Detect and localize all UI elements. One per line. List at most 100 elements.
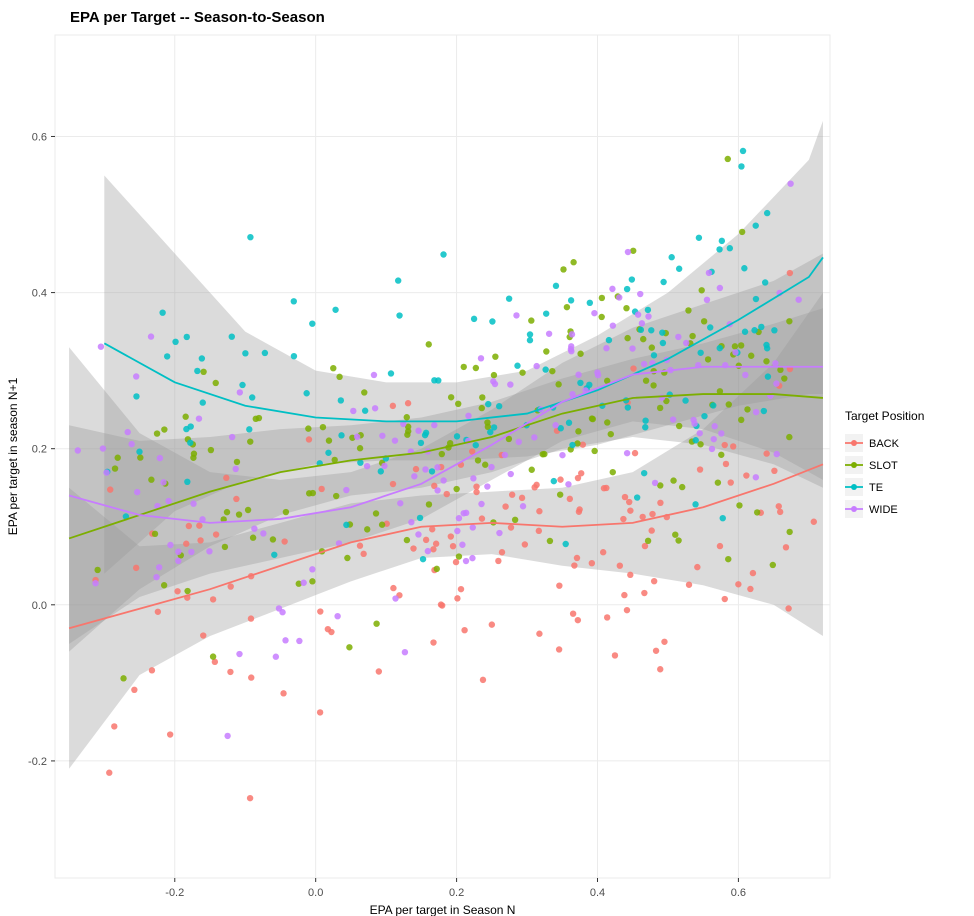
point-te	[606, 337, 612, 343]
point-slot	[670, 477, 676, 483]
xtick-label: 0.0	[308, 887, 323, 899]
point-te	[242, 350, 248, 356]
point-back	[519, 495, 525, 501]
point-te	[194, 368, 200, 374]
point-back	[653, 648, 659, 654]
xtick-label: 0.4	[590, 887, 605, 899]
point-slot	[247, 438, 253, 444]
point-wide	[196, 415, 202, 421]
point-back	[433, 541, 439, 547]
legend-point-back	[851, 440, 857, 446]
point-back	[622, 494, 628, 500]
point-te	[527, 337, 533, 343]
point-te	[309, 320, 315, 326]
point-slot	[739, 229, 745, 235]
point-te	[642, 417, 648, 423]
point-slot	[326, 437, 332, 443]
point-wide	[520, 503, 526, 509]
point-slot	[645, 538, 651, 544]
point-slot	[161, 582, 167, 588]
point-back	[107, 486, 113, 492]
point-wide	[165, 498, 171, 504]
point-back	[227, 669, 233, 675]
point-slot	[650, 382, 656, 388]
legend-label-slot: SLOT	[869, 460, 898, 472]
point-te	[291, 353, 297, 359]
point-slot	[555, 381, 561, 387]
legend-label-back: BACK	[869, 438, 900, 450]
point-slot	[732, 343, 738, 349]
point-wide	[434, 487, 440, 493]
point-back	[228, 583, 234, 589]
point-wide	[260, 530, 266, 536]
point-slot	[190, 455, 196, 461]
point-back	[575, 475, 581, 481]
point-slot	[473, 365, 479, 371]
point-wide	[717, 285, 723, 291]
point-te	[719, 238, 725, 244]
point-te	[563, 541, 569, 547]
point-slot	[519, 369, 525, 375]
point-te	[682, 397, 688, 403]
legend-point-wide	[851, 506, 857, 512]
point-wide	[507, 381, 513, 387]
point-te	[741, 265, 747, 271]
point-back	[410, 545, 416, 551]
point-te	[542, 366, 548, 372]
point-te	[418, 440, 424, 446]
point-te	[716, 246, 722, 252]
legend-label-te: TE	[869, 482, 883, 494]
point-slot	[557, 491, 563, 497]
point-te	[247, 234, 253, 240]
point-back	[617, 562, 623, 568]
point-slot	[763, 358, 769, 364]
point-wide	[516, 439, 522, 445]
point-back	[621, 592, 627, 598]
point-slot	[94, 567, 100, 573]
point-back	[318, 486, 324, 492]
point-wide	[533, 363, 539, 369]
point-te	[136, 449, 142, 455]
point-back	[771, 468, 777, 474]
point-slot	[786, 318, 792, 324]
point-slot	[701, 318, 707, 324]
point-slot	[564, 304, 570, 310]
point-slot	[479, 394, 485, 400]
point-slot	[213, 380, 219, 386]
point-wide	[706, 270, 712, 276]
point-wide	[224, 733, 230, 739]
point-slot	[475, 457, 481, 463]
ytick-label: 0.4	[32, 288, 47, 300]
point-slot	[649, 344, 655, 350]
xtick-label: 0.2	[449, 887, 464, 899]
point-back	[649, 511, 655, 517]
legend-label-wide: WIDE	[869, 504, 898, 516]
point-slot	[672, 531, 678, 537]
point-te	[159, 309, 165, 315]
point-slot	[726, 401, 732, 407]
point-te	[417, 515, 423, 521]
point-slot	[577, 351, 583, 357]
point-wide	[379, 433, 385, 439]
point-back	[728, 479, 734, 485]
point-back	[576, 506, 582, 512]
point-back	[223, 475, 229, 481]
point-slot	[270, 536, 276, 542]
point-back	[233, 496, 239, 502]
point-back	[783, 544, 789, 550]
point-slot	[137, 454, 143, 460]
point-te	[332, 307, 338, 313]
point-wide	[753, 409, 759, 415]
point-back	[155, 609, 161, 615]
point-back	[213, 531, 219, 537]
point-slot	[236, 511, 242, 517]
point-te	[246, 426, 252, 432]
chart-svg: -0.20.00.20.40.6-0.20.00.20.40.6EPA per …	[0, 0, 974, 916]
point-slot	[770, 562, 776, 568]
point-te	[553, 283, 559, 289]
xtick-label: 0.6	[731, 887, 746, 899]
point-slot	[161, 426, 167, 432]
point-back	[522, 541, 528, 547]
point-wide	[160, 479, 166, 485]
point-te	[764, 210, 770, 216]
